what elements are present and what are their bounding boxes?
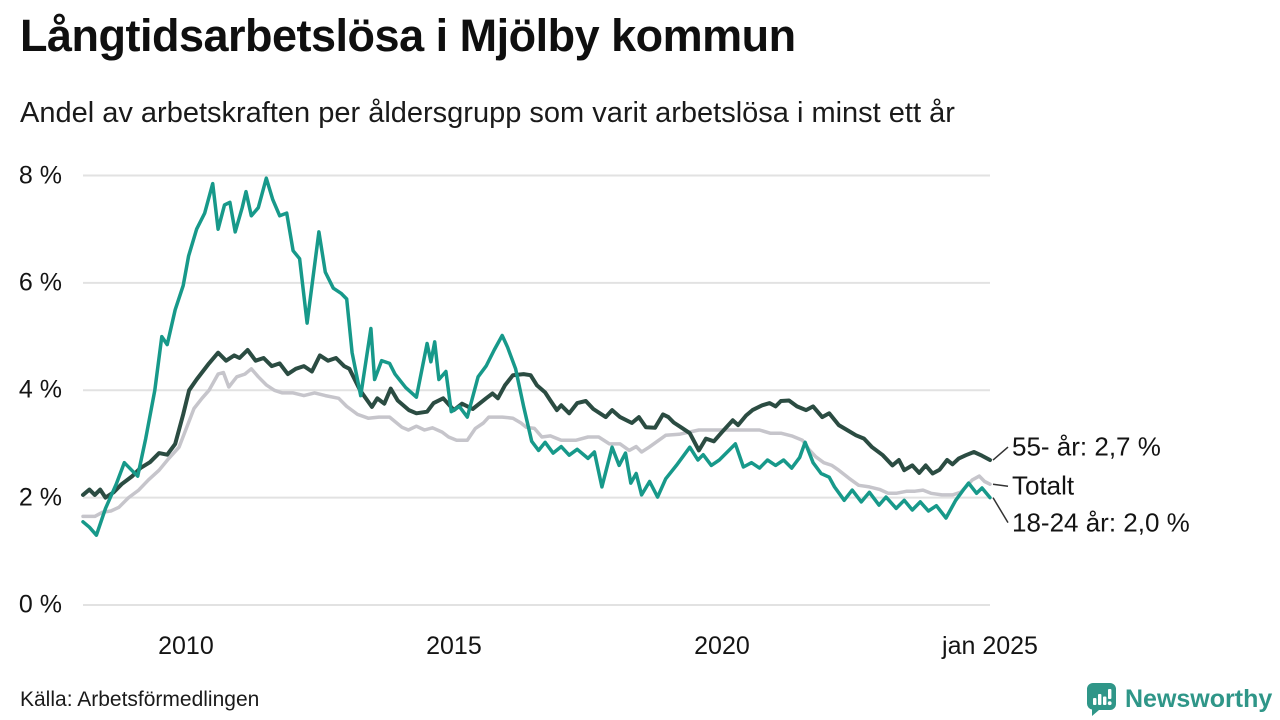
- y-axis-tick-label: 6 %: [18, 268, 62, 297]
- series-end-label-55-r: 55- år: 2,7 %: [1012, 431, 1161, 462]
- newsworthy-logo: Newsworthy: [1086, 682, 1272, 716]
- x-axis-tick-label: 2020: [694, 632, 750, 660]
- series-end-label-totalt: Totalt: [1012, 470, 1075, 501]
- series-line-18-24-r: [81, 176, 992, 537]
- x-axis-tick-label: jan 2025: [942, 632, 1038, 660]
- y-axis-tick-label: 8 %: [18, 161, 62, 189]
- source-note: Källa: Arbetsförmedlingen: [20, 688, 260, 711]
- series-line-55-r: [81, 348, 992, 500]
- series-line-totalt: [81, 367, 992, 519]
- chart-subtitle: Andel av arbetskraften per åldersgrupp s…: [20, 97, 955, 129]
- y-axis-tick-label: 4 %: [18, 375, 62, 404]
- newsworthy-logo-text: Newsworthy: [1125, 684, 1273, 713]
- y-axis-tick-label: 0 %: [18, 590, 62, 619]
- annotation-connector: [992, 446, 1009, 461]
- series-end-label-18-24-r: 18-24 år: 2,0 %: [1012, 507, 1190, 538]
- annotation-connector: [992, 497, 1009, 524]
- x-axis-tick-label: 2015: [426, 632, 482, 660]
- newsworthy-logo-icon: [1087, 683, 1116, 716]
- x-axis-tick-label: 2010: [158, 632, 214, 660]
- y-axis-tick-label: 2 %: [18, 483, 62, 512]
- annotation-connector: [992, 483, 1009, 487]
- page-title: Långtidsarbetslösa i Mjölby kommun: [20, 10, 796, 61]
